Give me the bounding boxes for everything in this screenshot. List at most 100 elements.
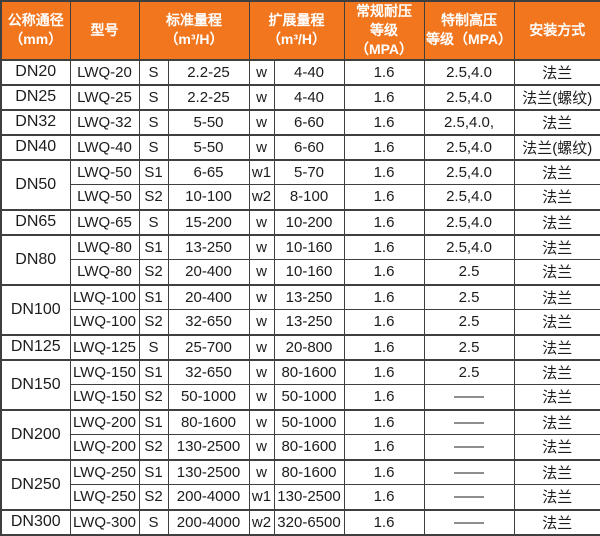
cell-model: LWQ-250 (69, 484, 140, 511)
cell-model: LWQ-100 (69, 309, 140, 336)
cell-installation: 法兰 (513, 208, 600, 236)
cell-normal-pressure: 1.6 (343, 508, 425, 536)
cell-high-pressure: —— (423, 434, 515, 461)
cell-standard-range: 20-400 (167, 283, 250, 311)
cell-diameter: DN50 (0, 158, 71, 211)
cell-diameter: DN300 (0, 508, 71, 536)
cell-diameter: DN150 (0, 358, 71, 411)
table-row: LWQ-200 S2 130-2500 w 80-1600 1.6 —— 法兰 (1, 434, 600, 461)
cell-model: LWQ-50 (69, 184, 140, 211)
table-row: LWQ-50 S2 10-100 w2 8-100 1.6 2.5,4.0 法兰 (1, 184, 600, 211)
cell-extended-range: 13-250 (273, 283, 345, 311)
cell-extended-code: w (248, 333, 275, 361)
cell-normal-pressure: 1.6 (343, 83, 425, 111)
cell-model: LWQ-20 (69, 58, 140, 86)
table-header: 公称通径 （mm） 型号 标准量程 （m³/H） 扩展量程 （m³/H） 常规耐… (0, 0, 600, 61)
cell-standard-code: S (138, 208, 169, 236)
cell-extended-code: w (248, 108, 275, 136)
cell-standard-range: 25-700 (167, 333, 250, 361)
cell-standard-code: S (138, 83, 169, 111)
cell-standard-range: 2.2-25 (167, 58, 250, 86)
header-normal-pressure: 常规耐压 等级（MPA） (343, 0, 425, 61)
cell-standard-range: 80-1600 (167, 408, 250, 436)
cell-extended-code: w1 (248, 158, 275, 186)
cell-model: LWQ-250 (69, 458, 140, 486)
cell-normal-pressure: 1.6 (343, 184, 425, 211)
cell-high-pressure: —— (423, 384, 515, 411)
cell-installation: 法兰 (513, 259, 600, 286)
cell-diameter: DN125 (0, 333, 71, 361)
cell-extended-range: 13-250 (273, 309, 345, 336)
cell-standard-code: S2 (138, 259, 169, 286)
cell-standard-range: 200-4000 (167, 508, 250, 536)
cell-standard-code: S1 (138, 233, 169, 261)
cell-standard-range: 5-50 (167, 108, 250, 136)
cell-standard-code: S (138, 133, 169, 161)
table-row: DN200 LWQ-200 S1 80-1600 w 50-1000 1.6 —— 法兰 (0, 408, 600, 461)
cell-normal-pressure: 1.6 (343, 58, 425, 86)
table-row: DN20 LWQ-20 S 2.2-25 w 4-40 1.6 2.5,4.0 法兰 (0, 58, 600, 86)
table-row: DN25 LWQ-25 S 2.2-25 w 4-40 1.6 2.5,4.0 法兰(螺纹) (0, 83, 600, 111)
cell-installation: 法兰 (513, 434, 600, 461)
table-row: DN150 LWQ-150 S1 32-650 w 80-1600 1.6 2.5 法兰 (0, 358, 600, 411)
cell-extended-range: 6-60 (273, 108, 345, 136)
cell-standard-code: S2 (138, 184, 169, 211)
cell-standard-range: 130-2500 (167, 434, 250, 461)
cell-model: LWQ-100 (69, 283, 140, 311)
table-body: DN20 LWQ-20 S 2.2-25 w 4-40 1.6 2.5,4.0 法兰 DN25 LW… (0, 58, 600, 536)
cell-extended-code: w2 (248, 508, 275, 536)
cell-standard-code: S2 (138, 434, 169, 461)
cell-extended-range: 20-800 (273, 333, 345, 361)
cell-high-pressure: 2.5,4.0, (423, 108, 515, 136)
cell-normal-pressure: 1.6 (343, 133, 425, 161)
cell-normal-pressure: 1.6 (343, 333, 425, 361)
cell-high-pressure: 2.5,4.0 (423, 158, 515, 186)
cell-installation: 法兰 (513, 508, 600, 536)
cell-high-pressure: 2.5 (423, 309, 515, 336)
cell-model: LWQ-25 (69, 83, 140, 111)
cell-model: LWQ-80 (69, 259, 140, 286)
header-model: 型号 (69, 0, 140, 61)
cell-installation: 法兰 (513, 484, 600, 511)
cell-installation: 法兰(螺纹) (513, 133, 600, 161)
header-row: 公称通径 （mm） 型号 标准量程 （m³/H） 扩展量程 （m³/H） 常规耐… (0, 0, 600, 61)
cell-high-pressure: 2.5 (423, 259, 515, 286)
cell-normal-pressure: 1.6 (343, 358, 425, 386)
cell-standard-code: S1 (138, 358, 169, 386)
cell-standard-code: S1 (138, 158, 169, 186)
cell-standard-range: 130-2500 (167, 458, 250, 486)
cell-standard-range: 5-50 (167, 133, 250, 161)
cell-standard-code: S (138, 508, 169, 536)
cell-extended-code: w (248, 58, 275, 86)
cell-diameter: DN250 (0, 458, 71, 511)
cell-standard-range: 200-4000 (167, 484, 250, 511)
cell-extended-range: 10-160 (273, 233, 345, 261)
cell-normal-pressure: 1.6 (343, 233, 425, 261)
cell-normal-pressure: 1.6 (343, 259, 425, 286)
table-row: LWQ-150 S2 50-1000 w 50-1000 1.6 —— 法兰 (1, 384, 600, 411)
table-row: DN125 LWQ-125 S 25-700 w 20-800 1.6 2.5 法兰 (0, 333, 600, 361)
table-row: DN250 LWQ-250 S1 130-2500 w 80-1600 1.6 —— 法兰 (0, 458, 600, 511)
cell-extended-code: w2 (248, 184, 275, 211)
cell-normal-pressure: 1.6 (343, 108, 425, 136)
cell-diameter: DN32 (0, 108, 71, 136)
cell-extended-range: 130-2500 (273, 484, 345, 511)
cell-high-pressure: 2.5,4.0 (423, 184, 515, 211)
cell-diameter: DN80 (0, 233, 71, 286)
cell-standard-code: S (138, 108, 169, 136)
cell-model: LWQ-150 (69, 384, 140, 411)
cell-installation: 法兰 (513, 384, 600, 411)
table-row: DN100 LWQ-100 S1 20-400 w 13-250 1.6 2.5 法兰 (0, 283, 600, 336)
cell-standard-code: S (138, 333, 169, 361)
cell-model: LWQ-65 (69, 208, 140, 236)
table-row: LWQ-250 S2 200-4000 w1 130-2500 1.6 —— 法兰 (1, 484, 600, 511)
cell-extended-code: w (248, 309, 275, 336)
cell-model: LWQ-300 (69, 508, 140, 536)
table-row: DN300 LWQ-300 S 200-4000 w2 320-6500 1.6 —— 法兰 (0, 508, 600, 536)
cell-extended-code: w (248, 208, 275, 236)
cell-extended-range: 80-1600 (273, 458, 345, 486)
cell-model: LWQ-200 (69, 408, 140, 436)
cell-normal-pressure: 1.6 (343, 309, 425, 336)
cell-installation: 法兰(螺纹) (513, 83, 600, 111)
